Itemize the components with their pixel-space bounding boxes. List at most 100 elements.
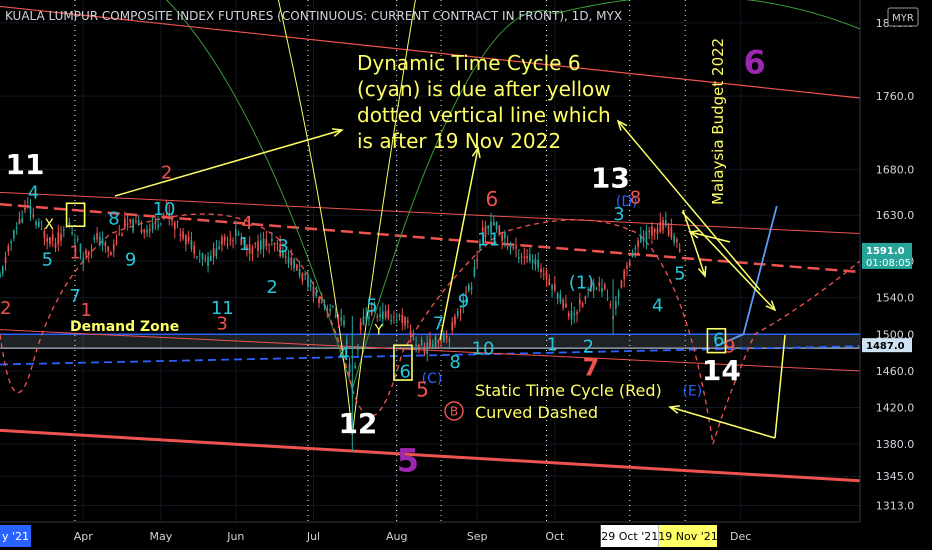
green-arc-1	[165, 0, 353, 390]
candle-body	[623, 270, 626, 280]
candle-body	[79, 243, 82, 253]
price-tick: 1680.0	[876, 163, 915, 176]
candle-body	[651, 226, 653, 236]
candle-body	[501, 232, 503, 242]
wave-label: 9	[458, 291, 469, 312]
candle-body	[296, 264, 298, 271]
candle-body	[357, 345, 359, 350]
b-circle-icon	[444, 401, 464, 421]
price-tick: 1380.0	[876, 438, 915, 451]
candle-body	[434, 336, 437, 348]
wave-label: 1	[547, 335, 558, 356]
highlight-box	[65, 202, 86, 228]
price-axis[interactable]	[860, 0, 932, 550]
wave-label: 6	[485, 187, 498, 211]
candle-body	[287, 257, 290, 264]
candle-body	[670, 227, 673, 238]
candle-body	[140, 229, 143, 232]
wave-label: (1)	[569, 272, 595, 293]
wave-label: 6	[399, 361, 410, 382]
candle-body	[443, 333, 445, 342]
candle-body	[462, 299, 465, 306]
candle-body	[212, 248, 215, 257]
arrow-static-callout-head	[668, 405, 681, 414]
candle-body	[426, 342, 429, 354]
candle-body	[137, 220, 140, 224]
candle-body	[334, 314, 337, 317]
candle-body	[43, 231, 46, 239]
candle-body	[420, 340, 423, 346]
time-axis[interactable]	[0, 522, 932, 550]
candle-body	[523, 256, 526, 258]
candle-body	[185, 234, 187, 245]
candle-body	[368, 316, 370, 320]
candle-body	[412, 338, 415, 340]
candle-body	[395, 319, 398, 321]
candle-body	[337, 322, 340, 324]
candle-body	[154, 221, 157, 224]
candle-body	[573, 313, 576, 315]
currency-badge[interactable]: MYR	[887, 7, 919, 27]
highlight-box	[706, 327, 727, 354]
highlight-box	[393, 344, 413, 381]
wave-label: 1	[69, 242, 80, 263]
wave-label: 14	[702, 354, 741, 387]
candle-body	[456, 311, 459, 317]
arrow-wave-13	[681, 211, 776, 311]
candle-body	[642, 237, 645, 241]
candle-body	[15, 227, 18, 229]
arrow-wave-5-head	[688, 229, 700, 239]
wave-label: (E)	[682, 384, 702, 400]
candle-body	[323, 304, 326, 306]
date-badge-label: 29 Oct '21	[601, 530, 658, 543]
callout-static: B Static Time Cycle (Red) Curved Dashed	[444, 381, 662, 422]
candle-body	[548, 278, 551, 286]
left-date-badge-label: y '21	[2, 530, 29, 543]
candle-body	[529, 254, 531, 261]
candle-body	[193, 245, 196, 254]
candle-body	[637, 240, 639, 247]
candle-body	[676, 239, 678, 243]
candle-body	[148, 229, 151, 231]
candle-body	[540, 268, 542, 273]
candle-body	[218, 246, 220, 250]
candle-body	[490, 221, 492, 233]
candle-body	[115, 242, 118, 245]
candle-body	[210, 256, 212, 262]
price-tag-label: 1591.0	[866, 246, 905, 257]
candle-body	[276, 243, 279, 245]
candle-body	[465, 291, 467, 293]
candle-body	[454, 316, 456, 325]
candle-body	[615, 301, 617, 309]
candle-body	[290, 257, 293, 266]
price-tick: 1500.0	[876, 328, 915, 341]
annotation-lines	[65, 119, 786, 439]
candle-body	[587, 289, 589, 291]
price-tick: 1540.0	[876, 292, 915, 305]
candle-body	[60, 233, 62, 241]
candle-body	[526, 256, 528, 259]
wave-label: 10	[472, 338, 495, 359]
candle-body	[398, 315, 401, 317]
candle-body	[470, 286, 473, 290]
wave-label: (C)	[422, 371, 443, 387]
candle-body	[620, 280, 623, 288]
currency-label: MYR	[892, 13, 914, 24]
candle-body	[112, 244, 115, 251]
candle-body	[309, 285, 312, 287]
wave-label: 13	[591, 162, 630, 195]
candle-body	[598, 282, 601, 287]
red-channel-top	[0, 5, 860, 99]
candle-body	[293, 259, 295, 269]
candle-body	[187, 236, 190, 242]
red-cycle-curve-2	[276, 233, 500, 417]
candle-body	[262, 238, 265, 249]
demand-zone-label: Demand Zone	[70, 319, 179, 335]
wave-label: 6	[743, 43, 765, 81]
candle-body	[617, 291, 620, 297]
candle-body	[631, 253, 634, 257]
wave-label: 5	[674, 263, 685, 284]
candle-body	[46, 238, 48, 242]
arrow-wave-4	[682, 209, 706, 277]
